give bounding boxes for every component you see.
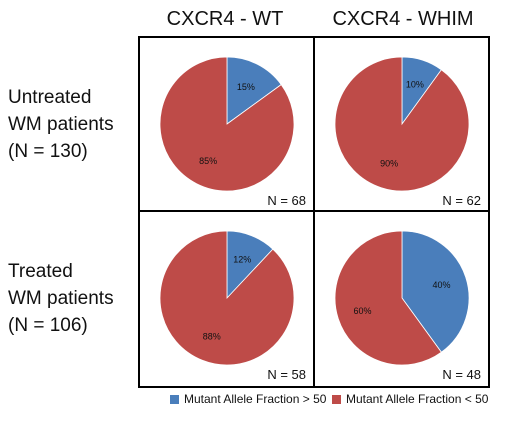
- pie-label-treated-wt-below-50: 88%: [203, 332, 221, 342]
- pie-chart-untreated-whim: 10% 90%: [334, 56, 470, 192]
- legend-item-below-50: Mutant Allele Fraction < 50: [332, 392, 488, 406]
- pie-label-treated-whim-below-50: 60%: [353, 306, 371, 316]
- legend-swatch-above-50: [170, 394, 179, 404]
- pie-label-untreated-wt-below-50: 85%: [199, 156, 217, 166]
- legend-item-above-50: Mutant Allele Fraction > 50: [170, 392, 326, 406]
- row-label-treated-line3: (N = 106): [8, 315, 88, 336]
- grid-divider-horizontal: [138, 210, 490, 212]
- pie-chart-treated-whim: 40% 60%: [334, 230, 470, 366]
- pie-label-treated-wt-above-50: 12%: [233, 254, 251, 264]
- pie-slice-untreated-whim-below-50: [334, 56, 470, 192]
- column-header-whim: CXCR4 - WHIM: [332, 8, 474, 30]
- row-label-treated: Treated WM patients (N = 106): [8, 258, 114, 339]
- pie-slice-treated-whim-below-50: [334, 230, 442, 366]
- row-label-untreated-line3: (N = 130): [8, 141, 88, 162]
- pie-label-untreated-wt-above-50: 15%: [237, 82, 255, 92]
- pie-slice-untreated-wt-above-50: [226, 56, 282, 125]
- n-label-untreated-wt: N = 68: [267, 193, 306, 208]
- pie-chart-untreated-wt: 15% 85%: [159, 56, 295, 192]
- grid-divider-vertical: [313, 36, 315, 388]
- column-header-wt: CXCR4 - WT: [166, 8, 284, 30]
- legend-swatch-below-50: [332, 394, 341, 404]
- row-label-untreated-line2: WM patients: [8, 114, 114, 135]
- row-label-untreated-line1: Untreated: [8, 87, 92, 108]
- pie-label-treated-whim-above-50: 40%: [432, 280, 450, 290]
- pie-slice-treated-whim-above-50: [401, 230, 470, 353]
- n-label-untreated-whim: N = 62: [442, 193, 481, 208]
- pie-label-untreated-whim-below-50: 90%: [380, 159, 398, 169]
- pie-cell-untreated-wt: 15% 85% N = 68: [140, 38, 314, 212]
- row-label-treated-line2: WM patients: [8, 288, 114, 309]
- n-label-treated-wt: N = 58: [267, 367, 306, 382]
- n-label-treated-whim: N = 48: [442, 367, 481, 382]
- pie-slice-untreated-wt-below-50: [159, 56, 295, 192]
- pie-chart-treated-wt: 12% 88%: [159, 230, 295, 366]
- row-label-treated-line1: Treated: [8, 261, 73, 282]
- row-label-untreated: Untreated WM patients (N = 130): [8, 84, 114, 165]
- pie-cell-untreated-whim: 10% 90% N = 62: [315, 38, 489, 212]
- pie-slice-treated-wt-below-50: [159, 230, 295, 366]
- pie-label-untreated-whim-above-50: 10%: [406, 79, 424, 89]
- pie-cell-treated-whim: 40% 60% N = 48: [315, 212, 489, 386]
- pie-cell-treated-wt: 12% 88% N = 58: [140, 212, 314, 386]
- legend-label-above-50: Mutant Allele Fraction > 50: [184, 392, 327, 406]
- legend-label-below-50: Mutant Allele Fraction < 50: [346, 392, 489, 406]
